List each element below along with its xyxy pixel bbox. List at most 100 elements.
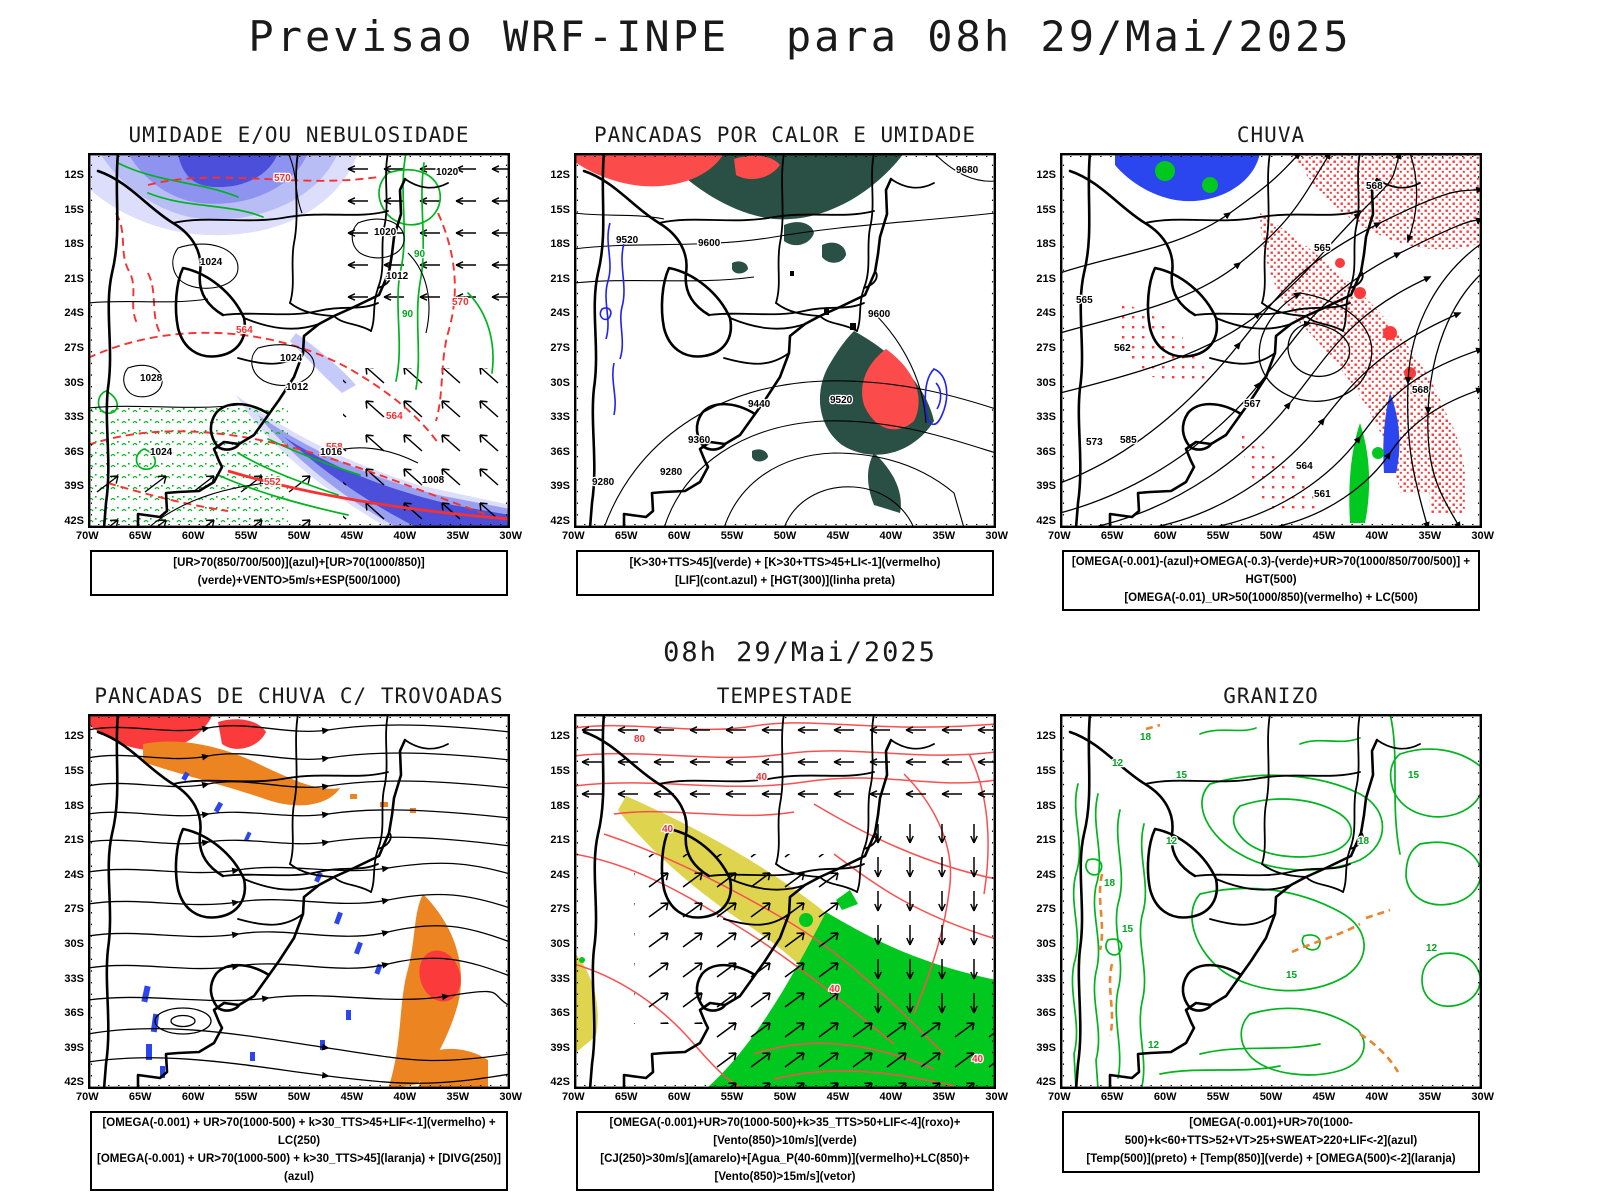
tick-label: 50W [287,1091,311,1104]
contour-label: 1012 [386,271,409,282]
streamlines [88,724,510,1085]
contour-label: 1012 [286,382,309,393]
contour-label: 9520 [830,395,853,406]
tick-label: 40W [1365,530,1389,542]
tick-label: 21S [550,272,570,285]
tick-label: 24S [1036,868,1056,881]
caption-line: [CJ(250)>30m/s](amarelo)+[Agua_P(40-60mm… [600,1153,970,1183]
map-tempestade: 80 40 40 40 40 [574,714,996,1090]
contour-label: 9360 [688,435,711,446]
caption-line: [OMEGA(-0.001) + UR>70(1000-500) + k>30_… [97,1153,501,1183]
latitude-axis: 12S 15S 18S 21S 24S 27S 30S 33S 36S 39S 42S [542,153,574,528]
tick-label: 50W [1259,530,1283,542]
tick-label: 24S [64,307,84,320]
tick-label: 33S [64,411,84,424]
panel-umidade: UMIDADE E/OU NEBULOSIDADE 12S 15S 18S 21S 24… [56,123,522,611]
tick-label: 55W [234,1091,258,1104]
tick-label: 12S [550,730,570,743]
contour-label: 564 [236,325,253,336]
tick-label: 30W [985,530,1008,542]
latitude-axis: 12S 15S 18S 21S 24S 27S 30S 33S 36S 39S 42S [1028,153,1060,528]
tick-label: 40W [393,530,417,542]
spot-marks [790,271,856,330]
tick-label: 27S [1036,341,1056,354]
tick-label: 40W [393,1091,417,1104]
tick-label: 42S [1036,1076,1056,1089]
tick-label: 36S [64,1007,84,1020]
tick-label: 33S [1036,411,1056,424]
contour-label: 561 [1314,489,1331,500]
tick-label: 12S [64,169,84,181]
tick-label: 30S [550,938,570,950]
tick-label: 35W [932,530,956,542]
contour-label: 9280 [660,467,683,478]
contour-label: 40 [756,772,768,783]
tick-label: 30W [1471,530,1494,542]
contour-label: 552 [264,477,281,488]
wind-vectors [574,714,996,1090]
map-trovoadas [88,714,510,1090]
tick-label: 21S [64,834,84,847]
longitude-axis: 70W 65W 60W 55W 50W 45W 40W 35W 30W [1048,529,1494,544]
longitude-axis: 70W 65W 60W 55W 50W 45W 40W 35W 30W [76,1090,522,1105]
map-pancadas-calor: 9680 9600 9520 9600 9520 9440 9360 9280 9280 [574,153,996,528]
longitude-axis: 70W 65W 60W 55W 50W 45W 40W 35W 30W [562,1090,1008,1105]
contour-label: 573 [1086,437,1103,448]
tick-label: 45W [340,530,364,542]
tick-label: 60W [1153,1091,1177,1104]
contour-label: 1020 [374,227,397,238]
tick-label: 45W [340,1091,364,1104]
latitude-axis: 12S 15S 18S 21S 24S 27S 30S 33S 36S 39S 42S [56,714,88,1089]
tick-label: 30S [1036,938,1056,950]
tick-label: 15S [64,203,84,216]
tick-label: 36S [64,445,84,458]
contour-label: 564 [1296,461,1313,472]
caption-line: [LIF](cont.azul) + [HGT(300)](linha pret… [674,575,896,587]
contour-label: 40 [829,984,841,995]
tick-label: 39S [550,1041,570,1054]
contour-label: 80 [634,734,646,745]
panel-title: PANCADAS POR CALOR E UMIDADE [593,123,976,147]
contour-labels: 12 18 15 12 18 15 15 12 18 15 12 [1103,731,1439,1053]
legend-caption: [OMEGA(-0.001)-(azul)+OMEGA(-0.3)-(verde… [1062,550,1480,612]
caption-line: [UR>70(850/700/500)](azul)+[UR>70(1000/8… [173,557,425,587]
tick-label: 45W [826,530,850,542]
tick-label: 35W [1418,530,1442,542]
tick-label: 33S [1036,972,1056,985]
tick-label: 40W [879,1091,903,1104]
tick-label: 35W [932,1091,956,1104]
panel-trovoadas: PANCADAS DE CHUVA C/ TROVOADAS 12S 15S 18S… [56,684,522,1191]
caption-line: [Temp(500)](preto) + [Temp(850)](verde) … [1086,1153,1456,1166]
tick-label: 12S [550,169,570,181]
tick-label: 50W [773,530,797,542]
contour-labels: 568 565 565 562 573 567 564 561 568 585 [1075,180,1431,502]
pressure-contours [88,153,430,528]
tick-label: 45W [1312,1091,1336,1104]
tick-label: 12S [1036,730,1056,743]
tick-label: 65W [128,530,152,542]
caption-line: [OMEGA(-0.001)+UR>70(1000-500)+k<60+TTS>… [1124,1117,1418,1148]
tick-label: 36S [1036,1007,1056,1020]
tick-label: 18S [64,799,84,812]
tick-label: 30S [64,376,84,389]
tick-label: 60W [181,530,205,542]
tick-label: 40W [879,530,903,542]
tick-label: 70W [1048,1091,1071,1104]
contour-label: 15 [1286,970,1298,981]
panel-title: UMIDADE E/OU NEBULOSIDADE [128,123,470,147]
tick-label: 55W [720,1091,744,1104]
tick-label: 24S [550,868,570,881]
legend-caption: [K>30+TTS>45](verde) + [K>30+TTS>45+LI<-… [576,550,994,596]
tick-label: 21S [64,272,84,285]
latitude-axis: 12S 15S 18S 21S 24S 27S 30S 33S 36S 39S 42S [542,714,574,1089]
panel-row-2: PANCADAS DE CHUVA C/ TROVOADAS 12S 15S 18S… [0,684,1600,1191]
contour-label: 1024 [280,353,303,364]
tick-label: 50W [773,1091,797,1104]
tick-label: 21S [550,834,570,847]
tick-label: 70W [76,530,99,542]
panel-granizo: GRANIZO 12S 15S 18S 21S 24S 27S 30S 33S 36S 39S 42… [1028,684,1494,1190]
tick-label: 27S [64,341,84,354]
forecast-page: Previsao WRF-INPE para 08h 29/Mai/2025 U… [0,12,1600,1200]
panel-title: TEMPESTADE [716,684,854,709]
tick-label: 55W [234,530,258,542]
